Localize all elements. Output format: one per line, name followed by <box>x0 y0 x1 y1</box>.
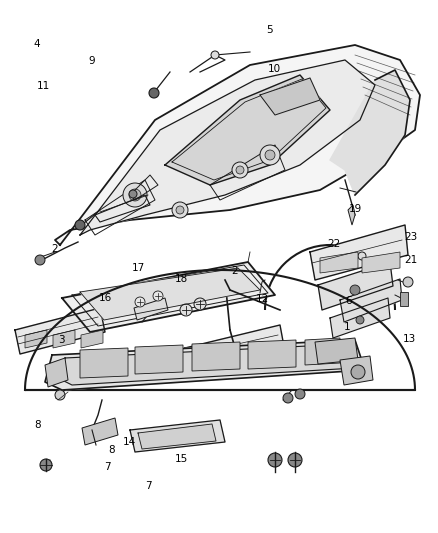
Circle shape <box>350 285 360 295</box>
Polygon shape <box>192 342 240 371</box>
Polygon shape <box>225 348 247 368</box>
Polygon shape <box>25 330 47 348</box>
Text: 6: 6 <box>345 296 352 305</box>
Circle shape <box>35 255 45 265</box>
Text: 23: 23 <box>404 232 417 242</box>
Polygon shape <box>340 279 402 322</box>
Circle shape <box>351 365 365 379</box>
Circle shape <box>172 202 188 218</box>
Polygon shape <box>130 420 225 452</box>
Polygon shape <box>15 308 105 354</box>
Polygon shape <box>362 252 400 273</box>
Text: 21: 21 <box>404 255 417 265</box>
Text: 9: 9 <box>88 56 95 66</box>
Circle shape <box>211 51 219 59</box>
Polygon shape <box>80 268 260 320</box>
Text: 14: 14 <box>123 438 136 447</box>
Text: 2: 2 <box>231 266 238 276</box>
Circle shape <box>180 304 192 316</box>
Text: 11: 11 <box>37 82 50 91</box>
Circle shape <box>176 206 184 214</box>
Circle shape <box>123 183 147 207</box>
Circle shape <box>236 166 244 174</box>
Polygon shape <box>25 270 415 390</box>
Circle shape <box>295 389 305 399</box>
Text: 15: 15 <box>175 455 188 464</box>
Text: 7: 7 <box>104 462 111 472</box>
Text: 3: 3 <box>58 335 65 345</box>
Text: 17: 17 <box>131 263 145 272</box>
Polygon shape <box>348 205 355 225</box>
Circle shape <box>356 316 364 324</box>
Circle shape <box>40 459 52 471</box>
Polygon shape <box>318 262 393 310</box>
Polygon shape <box>248 340 296 369</box>
Circle shape <box>358 252 366 260</box>
Polygon shape <box>58 344 355 385</box>
Text: 19: 19 <box>349 205 362 214</box>
Text: 7: 7 <box>145 481 152 491</box>
Polygon shape <box>55 45 420 245</box>
Polygon shape <box>320 252 358 273</box>
Polygon shape <box>165 75 330 185</box>
Text: 18: 18 <box>175 274 188 284</box>
Polygon shape <box>80 348 128 378</box>
Text: 12: 12 <box>256 294 269 304</box>
Polygon shape <box>260 78 320 115</box>
Text: 8: 8 <box>108 446 115 455</box>
Text: 10: 10 <box>268 64 281 74</box>
Circle shape <box>149 88 159 98</box>
FancyBboxPatch shape <box>177 315 211 327</box>
Circle shape <box>129 189 141 201</box>
Circle shape <box>283 393 293 403</box>
Polygon shape <box>81 330 103 348</box>
Polygon shape <box>253 348 275 368</box>
Text: 8: 8 <box>34 421 41 430</box>
Circle shape <box>288 453 302 467</box>
Circle shape <box>129 190 137 198</box>
Polygon shape <box>330 298 390 338</box>
Text: 1: 1 <box>344 322 351 332</box>
Circle shape <box>194 298 206 310</box>
Polygon shape <box>138 424 216 449</box>
Polygon shape <box>82 418 118 445</box>
Text: 2: 2 <box>51 245 58 254</box>
Polygon shape <box>315 338 358 364</box>
Circle shape <box>260 145 280 165</box>
Circle shape <box>153 291 163 301</box>
Polygon shape <box>135 345 183 374</box>
Polygon shape <box>45 340 365 390</box>
Circle shape <box>403 277 413 287</box>
Polygon shape <box>305 338 340 365</box>
Polygon shape <box>330 70 410 195</box>
Polygon shape <box>62 262 275 332</box>
Text: 22: 22 <box>328 239 341 249</box>
Text: 13: 13 <box>403 334 416 344</box>
Polygon shape <box>45 358 68 387</box>
Circle shape <box>232 162 248 178</box>
Polygon shape <box>80 60 375 235</box>
Text: 16: 16 <box>99 294 112 303</box>
Circle shape <box>75 220 85 230</box>
Polygon shape <box>134 298 168 320</box>
Bar <box>400 292 408 306</box>
Polygon shape <box>340 356 373 385</box>
Circle shape <box>268 453 282 467</box>
Polygon shape <box>53 330 75 348</box>
Circle shape <box>265 150 275 160</box>
Text: 5: 5 <box>266 26 273 35</box>
Circle shape <box>55 390 65 400</box>
Circle shape <box>135 297 145 307</box>
Text: 4: 4 <box>34 39 41 49</box>
Polygon shape <box>185 325 285 375</box>
Polygon shape <box>197 348 219 368</box>
Polygon shape <box>310 225 408 280</box>
